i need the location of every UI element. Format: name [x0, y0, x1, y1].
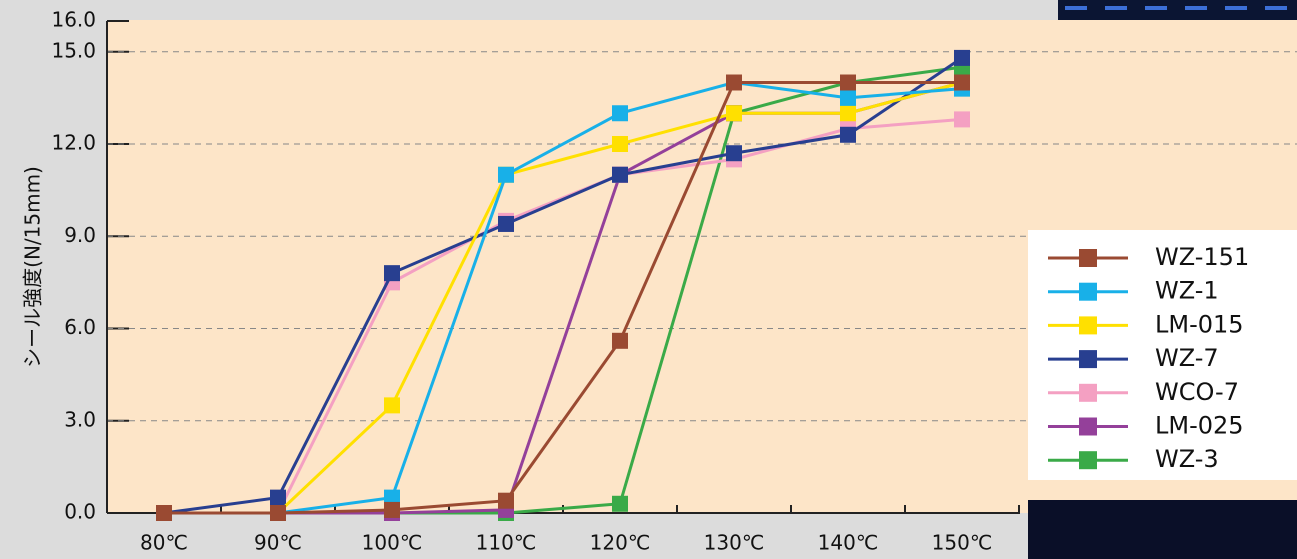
- chart: シール強度(N/15mm) 0.0 3.0 6.0 9.0 12.0 15.0 16.0 80…: [0, 0, 1297, 559]
- legend-marker: [1079, 350, 1097, 368]
- y-tick-label: 6.0: [64, 315, 96, 339]
- legend-marker: [1079, 249, 1097, 267]
- y-axis-title: シール強度(N/15mm): [21, 166, 45, 368]
- legend-label: WZ-3: [1155, 445, 1219, 473]
- legend-marker: [1079, 384, 1097, 402]
- data-point: [270, 505, 286, 521]
- data-point: [156, 505, 172, 521]
- data-point: [726, 105, 742, 121]
- data-point: [840, 127, 856, 143]
- legend-label: WCO-7: [1155, 378, 1239, 406]
- data-point: [498, 167, 514, 183]
- y-tick-label: 12.0: [51, 131, 96, 155]
- legend-label: WZ-7: [1155, 344, 1219, 372]
- data-point: [384, 502, 400, 518]
- data-point: [612, 105, 628, 121]
- x-tick-label: 120℃: [590, 531, 651, 555]
- x-tick-label: 150℃: [932, 531, 993, 555]
- legend-marker: [1079, 418, 1097, 436]
- data-point: [498, 216, 514, 232]
- data-point: [954, 75, 970, 91]
- x-tick-label: 100℃: [362, 531, 423, 555]
- legend-label: LM-015: [1155, 310, 1244, 338]
- corner-panel: [1058, 0, 1297, 20]
- data-point: [726, 145, 742, 161]
- legend: WZ-151 WZ-1 LM-015 WZ-7 WCO-7 LM-025 WZ-3: [1028, 230, 1297, 480]
- legend-marker: [1079, 451, 1097, 469]
- legend-label: WZ-1: [1155, 277, 1219, 305]
- x-tick-label: 80℃: [140, 531, 188, 555]
- data-point: [384, 397, 400, 413]
- data-point: [612, 496, 628, 512]
- data-point: [612, 136, 628, 152]
- data-point: [384, 265, 400, 281]
- legend-label: LM-025: [1155, 412, 1244, 440]
- data-point: [954, 50, 970, 66]
- y-tick-label: 0.0: [64, 500, 96, 524]
- x-tick-label: 140℃: [818, 531, 879, 555]
- legend-marker: [1079, 283, 1097, 301]
- legend-marker: [1079, 316, 1097, 334]
- y-tick-label: 9.0: [64, 223, 96, 247]
- data-point: [954, 111, 970, 127]
- data-point: [498, 493, 514, 509]
- data-point: [270, 490, 286, 506]
- data-point: [612, 333, 628, 349]
- data-point: [726, 75, 742, 91]
- x-tick-label: 130℃: [704, 531, 765, 555]
- x-tick-label: 110℃: [476, 531, 537, 555]
- data-point: [840, 90, 856, 106]
- y-tick-label: 16.0: [51, 8, 96, 32]
- data-point: [612, 167, 628, 183]
- x-tick-label: 90℃: [254, 531, 302, 555]
- corner-panel: [1028, 500, 1297, 559]
- y-tick-label: 15.0: [51, 38, 96, 62]
- data-point: [840, 105, 856, 121]
- y-tick-label: 3.0: [64, 407, 96, 431]
- legend-label: WZ-151: [1155, 243, 1249, 271]
- data-point: [840, 75, 856, 91]
